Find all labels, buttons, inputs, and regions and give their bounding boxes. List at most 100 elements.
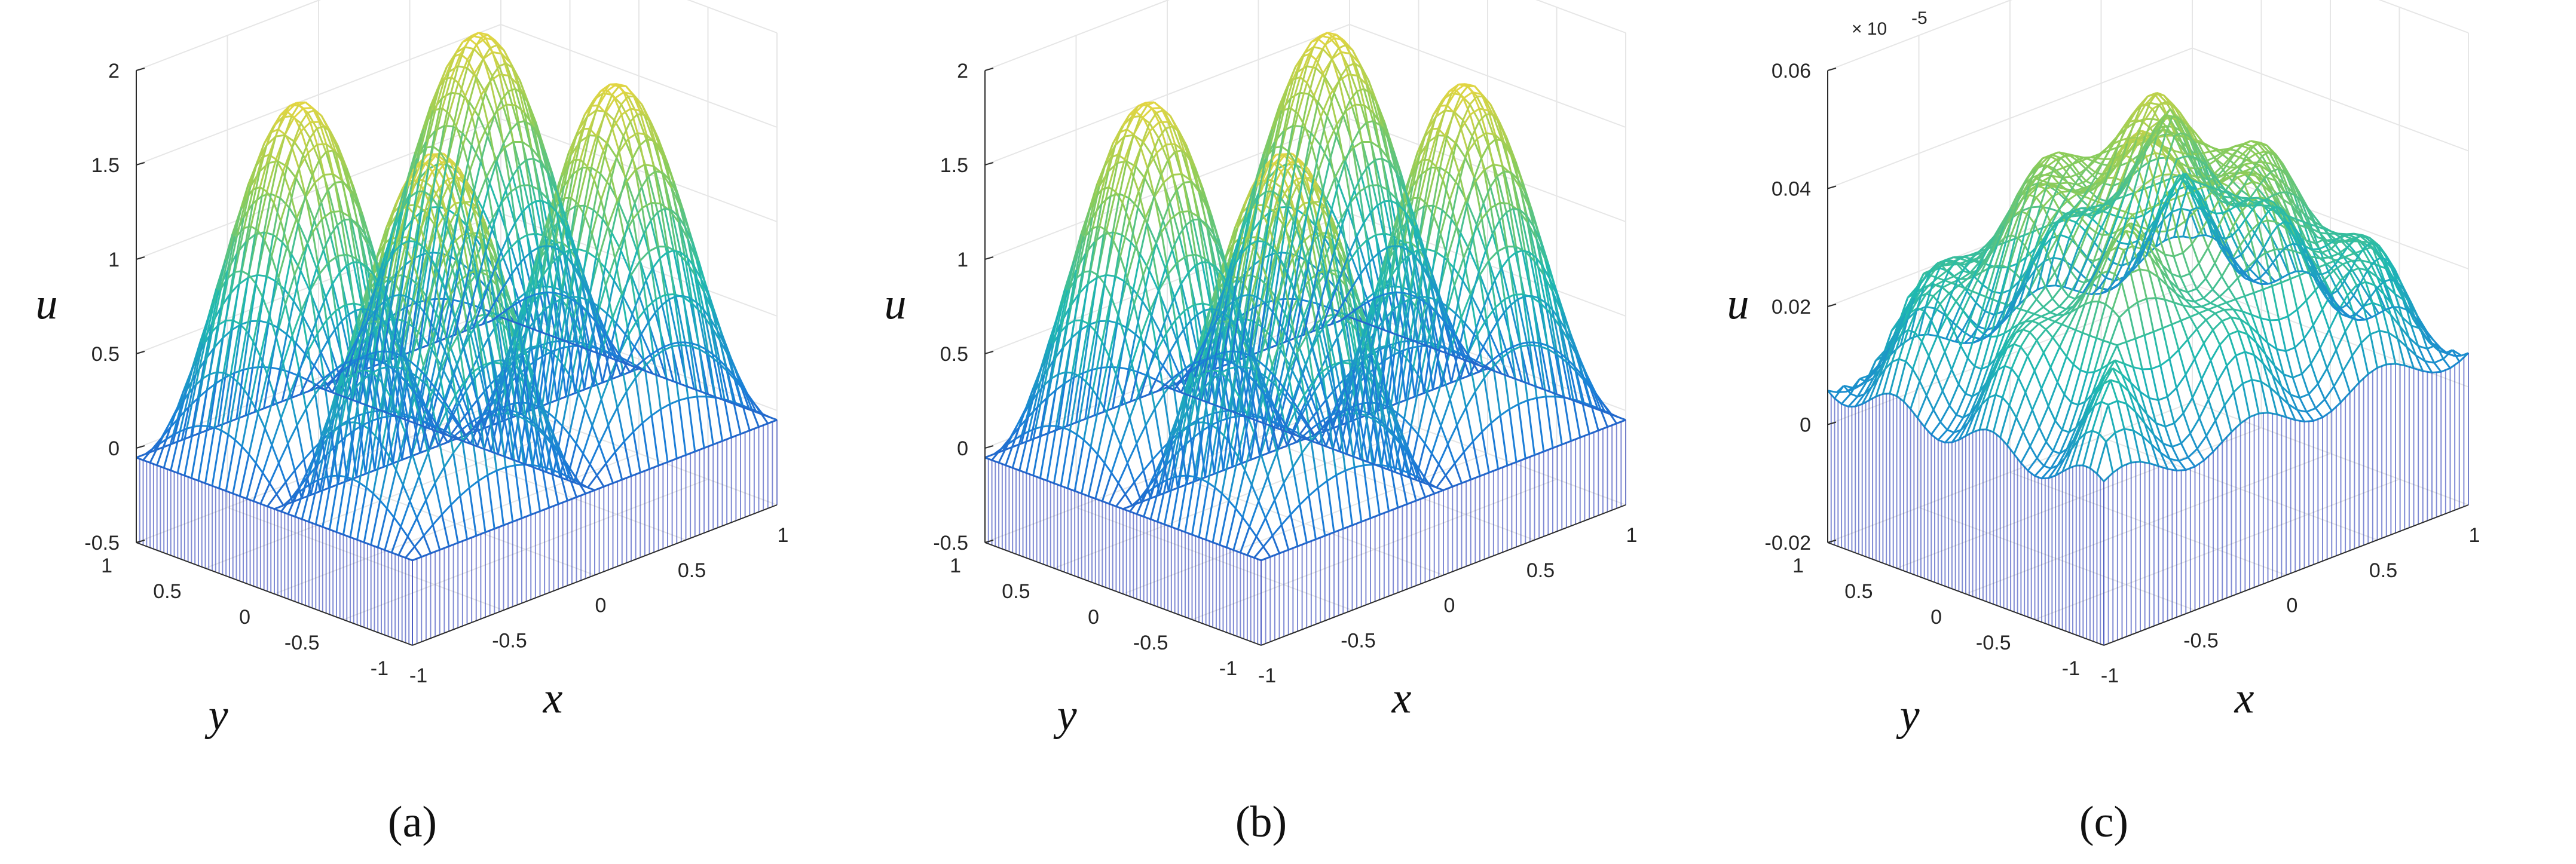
mesh-segment bbox=[445, 202, 456, 213]
mesh-segment bbox=[577, 392, 586, 409]
mesh-segment bbox=[653, 350, 664, 358]
mesh-segment bbox=[284, 134, 293, 148]
mesh-segment bbox=[678, 397, 689, 402]
mesh-segment bbox=[575, 408, 586, 444]
mesh-segment bbox=[512, 176, 523, 213]
mesh-segment bbox=[390, 526, 402, 553]
mesh-segment bbox=[668, 299, 680, 343]
grid-line bbox=[984, 0, 1626, 71]
mesh-segment bbox=[518, 403, 529, 462]
mesh-segment bbox=[366, 266, 378, 314]
mesh-segment bbox=[520, 184, 530, 187]
mesh-segment bbox=[248, 454, 257, 464]
mesh-segment bbox=[641, 415, 653, 424]
mesh-segment bbox=[627, 360, 638, 367]
mesh-segment bbox=[238, 454, 250, 497]
mesh-segment bbox=[343, 219, 354, 263]
mesh-segment bbox=[291, 310, 302, 336]
mesh-segment bbox=[648, 246, 659, 252]
mesh-segment bbox=[538, 247, 549, 296]
mesh-segment bbox=[470, 430, 479, 482]
mesh-segment bbox=[634, 346, 645, 361]
mesh-segment bbox=[464, 46, 475, 50]
mesh-segment bbox=[257, 413, 266, 429]
mesh-segment bbox=[628, 318, 639, 335]
mesh-segment bbox=[489, 73, 500, 82]
mesh-segment bbox=[268, 462, 280, 484]
mesh-segment bbox=[327, 189, 338, 225]
mesh-segment bbox=[493, 359, 501, 363]
mesh-segment bbox=[663, 208, 675, 251]
mesh-segment bbox=[1085, 414, 1095, 420]
mesh-segment bbox=[607, 143, 617, 158]
mesh-segment bbox=[530, 247, 539, 253]
mesh-segment bbox=[365, 486, 374, 495]
mesh-segment bbox=[435, 404, 444, 427]
mesh-segment bbox=[445, 394, 457, 412]
mesh-segment bbox=[604, 111, 615, 121]
mesh-segment bbox=[623, 91, 634, 96]
mesh-segment bbox=[455, 177, 462, 179]
mesh-segment bbox=[623, 235, 632, 275]
mesh-segment bbox=[579, 296, 589, 302]
mesh-segment bbox=[478, 474, 488, 482]
mesh-segment bbox=[582, 453, 591, 465]
mesh-segment bbox=[611, 294, 623, 318]
mesh-segment bbox=[302, 315, 313, 334]
mesh-segment bbox=[464, 201, 474, 209]
mesh-segment bbox=[742, 405, 752, 410]
mesh-segment bbox=[402, 484, 411, 502]
y-tick-label: 1 bbox=[101, 554, 112, 577]
mesh-segment bbox=[655, 170, 663, 173]
mesh-segment bbox=[276, 482, 287, 495]
mesh-segment bbox=[384, 517, 395, 551]
mesh-segment bbox=[273, 234, 283, 243]
mesh-segment bbox=[218, 320, 227, 326]
mesh-segment bbox=[1165, 143, 1175, 146]
mesh-segment bbox=[436, 212, 447, 229]
mesh-segment bbox=[485, 365, 497, 411]
mesh-segment bbox=[693, 266, 705, 310]
x-tick-label: 0.5 bbox=[678, 559, 706, 582]
mesh-segment bbox=[1396, 399, 1406, 405]
mesh-segment bbox=[317, 435, 326, 465]
mesh-segment bbox=[277, 134, 286, 162]
mesh-segment bbox=[487, 470, 497, 476]
mesh-segment bbox=[611, 114, 623, 130]
mesh-segment bbox=[241, 270, 249, 276]
mesh-segment bbox=[425, 482, 436, 501]
mesh-segment bbox=[277, 277, 286, 305]
mesh-segment bbox=[332, 174, 341, 212]
mesh-segment bbox=[1307, 65, 1316, 69]
mesh-segment bbox=[620, 250, 631, 272]
mesh-segment bbox=[1324, 177, 1336, 203]
mesh-segment bbox=[190, 425, 202, 479]
mesh-segment bbox=[213, 372, 225, 428]
mesh-segment bbox=[568, 393, 580, 435]
mesh-segment bbox=[671, 210, 682, 253]
mesh-segment bbox=[675, 296, 686, 343]
mesh-segment bbox=[250, 356, 261, 401]
mesh-segment bbox=[432, 524, 441, 550]
mesh-segment bbox=[1124, 134, 1134, 137]
mesh-segment bbox=[1152, 107, 1161, 109]
mesh-segment bbox=[278, 443, 289, 464]
mesh-segment bbox=[273, 400, 283, 406]
mesh-segment bbox=[507, 236, 518, 267]
x-tick-label: -1 bbox=[409, 664, 427, 687]
mesh-segment bbox=[550, 297, 561, 352]
mesh-segment bbox=[644, 164, 654, 167]
mesh-segment bbox=[540, 291, 547, 295]
mesh-segment bbox=[425, 500, 434, 525]
mesh-segment bbox=[325, 283, 334, 298]
mesh-segment bbox=[607, 425, 616, 453]
mesh-segment bbox=[1094, 462, 1106, 499]
mesh-segment bbox=[644, 356, 654, 367]
mesh-segment bbox=[328, 255, 339, 264]
mesh-segment bbox=[681, 344, 691, 347]
mesh-segment bbox=[1106, 274, 1115, 277]
mesh-segment bbox=[577, 248, 588, 253]
mesh-segment bbox=[379, 456, 390, 501]
mesh-segment bbox=[227, 235, 238, 278]
x-tick-label: 0 bbox=[595, 595, 607, 617]
